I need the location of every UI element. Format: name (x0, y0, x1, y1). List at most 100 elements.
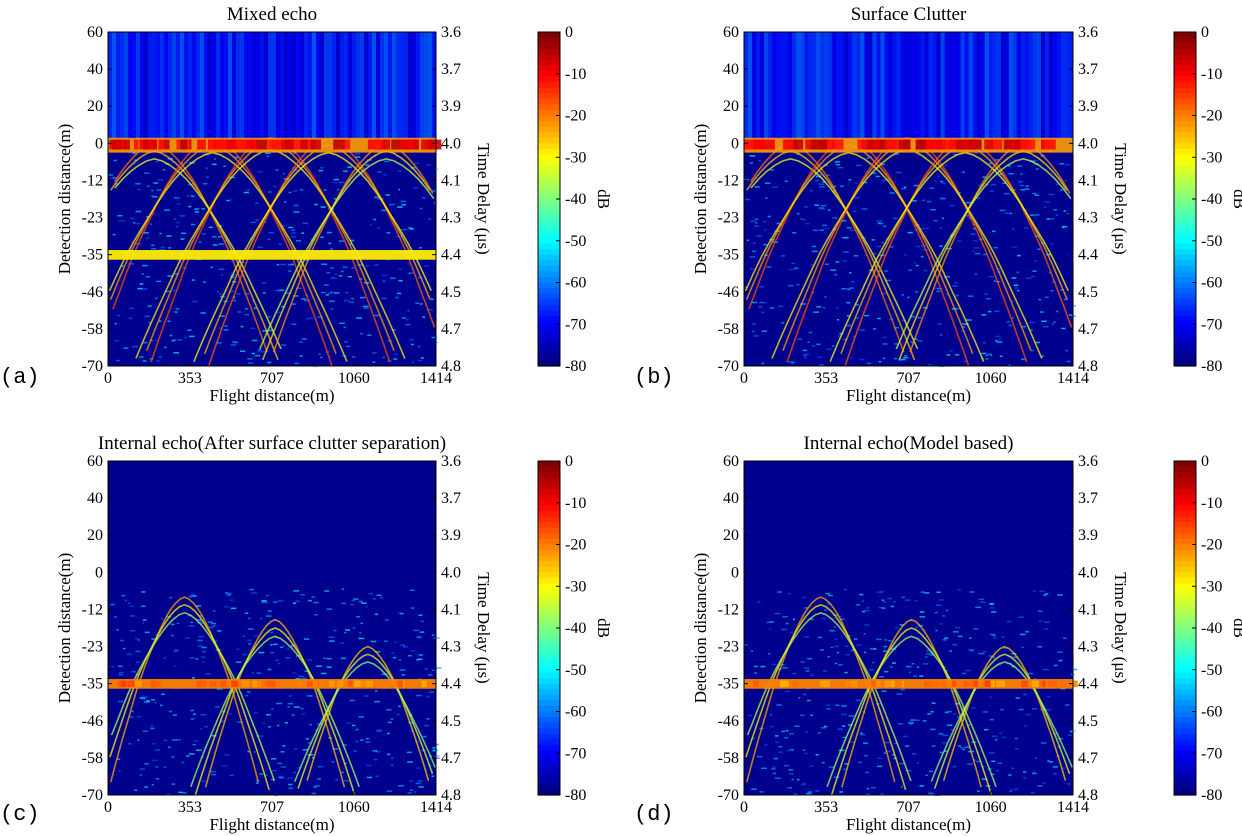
x-axis-label: Flight distance(m) (209, 386, 334, 405)
y-tick-label: -35 (82, 247, 103, 264)
y-tick-label: 40 (723, 61, 739, 78)
y2-tick-label: 4.0 (1078, 564, 1098, 581)
y-tick-label: -35 (82, 676, 103, 693)
panel-label: (b) (634, 365, 674, 390)
colorbar-tick-label: -20 (565, 537, 586, 554)
y2-tick-label: 4.3 (441, 210, 461, 227)
x-axis-label: Flight distance(m) (846, 386, 971, 405)
colorbar-tick-label: -70 (565, 316, 586, 333)
y2-tick-label: 4.7 (441, 750, 461, 767)
colorbar-tick-label: -20 (565, 108, 586, 125)
colorbar-tick-label: -50 (565, 662, 586, 679)
colorbar-tick-label: -40 (565, 191, 586, 208)
y-tick-label: -46 (718, 284, 739, 301)
y2-tick-label: 4.8 (441, 787, 461, 804)
colorbar (537, 31, 561, 367)
x-tick-label: 1414 (1057, 370, 1089, 387)
colorbar-tick-label: -10 (565, 66, 586, 83)
y-tick-label: -23 (718, 210, 739, 227)
y2-axis-label: Time Delay (μs) (474, 572, 493, 683)
x-tick-label: 353 (814, 799, 838, 816)
x-tick-label: 1414 (1057, 799, 1089, 816)
y-tick-label: -23 (718, 639, 739, 656)
y-tick-label: 0 (731, 135, 739, 152)
chart-title: Internal echo(Model based) (804, 433, 1014, 454)
y-axis-label: Detection distance(m) (691, 124, 710, 275)
y-tick-label: 60 (87, 24, 103, 41)
y2-tick-label: 4.7 (441, 321, 461, 338)
colorbar-tick-label: -70 (1201, 745, 1222, 762)
y2-tick-label: 3.7 (441, 490, 461, 507)
y2-tick-label: 4.3 (441, 639, 461, 656)
colorbar-tick-label: -80 (1201, 787, 1222, 804)
colorbar-tick-label: -60 (1201, 704, 1222, 721)
colorbar-tick-label: 0 (1201, 453, 1209, 470)
x-tick-label: 1414 (420, 370, 452, 387)
colorbar-tick-label: -70 (1201, 316, 1222, 333)
colorbar-label: dB (1230, 618, 1242, 638)
x-tick-label: 707 (897, 370, 921, 387)
y2-tick-label: 4.1 (1078, 601, 1098, 618)
y2-tick-label: 4.4 (1078, 247, 1098, 264)
heatmap-image (108, 32, 442, 367)
y2-tick-label: 4.5 (1078, 713, 1098, 730)
y-tick-label: 0 (95, 135, 103, 152)
y2-tick-label: 4.4 (441, 247, 461, 264)
panel-label: (c) (0, 802, 40, 827)
x-tick-label: 0 (740, 370, 748, 387)
y2-tick-label: 3.7 (441, 61, 461, 78)
colorbar-tick-label: -40 (1201, 191, 1222, 208)
colorbar-tick-label: -60 (565, 275, 586, 292)
x-tick-label: 1060 (338, 370, 370, 387)
y2-tick-label: 4.7 (1078, 321, 1098, 338)
x-tick-label: 1060 (338, 799, 370, 816)
y-tick-label: -12 (718, 601, 739, 618)
colorbar-tick-label: -60 (1201, 275, 1222, 292)
panel-2: Surface Clutter 60 40 20 0 -12 -23 -35 -46 -58 -70… (634, 4, 1242, 405)
x-tick-label: 707 (260, 370, 284, 387)
y2-tick-label: 4.4 (441, 676, 461, 693)
y2-tick-label: 4.3 (1078, 639, 1098, 656)
y-tick-label: -70 (718, 787, 739, 804)
y-tick-label: -35 (718, 676, 739, 693)
colorbar-tick-label: -80 (565, 358, 586, 375)
panel-3: Internal echo(After surface clutter sepa… (0, 433, 613, 834)
x-axis-label: Flight distance(m) (846, 815, 971, 834)
heatmap-image (108, 461, 442, 796)
y2-tick-label: 4.8 (441, 358, 461, 375)
y-tick-label: -58 (718, 750, 739, 767)
colorbar (1173, 31, 1197, 367)
colorbar-tick-label: -20 (1201, 108, 1222, 125)
y-tick-label: 60 (723, 24, 739, 41)
colorbar-tick-label: -40 (1201, 620, 1222, 637)
y-tick-label: 0 (731, 564, 739, 581)
y2-tick-label: 3.9 (441, 527, 461, 544)
colorbar-tick-label: -40 (565, 620, 586, 637)
y2-tick-label: 4.1 (441, 601, 461, 618)
y2-tick-label: 3.7 (1078, 490, 1098, 507)
y-tick-label: -12 (82, 601, 103, 618)
y-tick-label: -23 (82, 210, 103, 227)
colorbar-tick-label: -70 (565, 745, 586, 762)
y2-tick-label: 3.9 (1078, 527, 1098, 544)
y-tick-label: -58 (82, 750, 103, 767)
x-axis-label: Flight distance(m) (209, 815, 334, 834)
y-tick-label: -58 (718, 321, 739, 338)
colorbar-tick-label: -50 (1201, 662, 1222, 679)
panel-label: (d) (634, 802, 674, 827)
y-tick-label: 40 (87, 61, 103, 78)
colorbar-label: dB (594, 189, 613, 209)
colorbar-tick-label: -10 (1201, 495, 1222, 512)
x-tick-label: 1060 (975, 370, 1007, 387)
chart-title: Internal echo(After surface clutter sepa… (98, 433, 446, 454)
y2-tick-label: 3.6 (1078, 24, 1098, 41)
colorbar-tick-label: -60 (565, 704, 586, 721)
colorbar-tick-label: -20 (1201, 537, 1222, 554)
colorbar-tick-label: -10 (565, 495, 586, 512)
y2-axis-label: Time Delay (μs) (474, 143, 493, 254)
y2-tick-label: 4.0 (441, 135, 461, 152)
y-axis-label: Detection distance(m) (55, 553, 74, 704)
colorbar (1173, 460, 1197, 796)
y2-tick-label: 3.9 (1078, 98, 1098, 115)
